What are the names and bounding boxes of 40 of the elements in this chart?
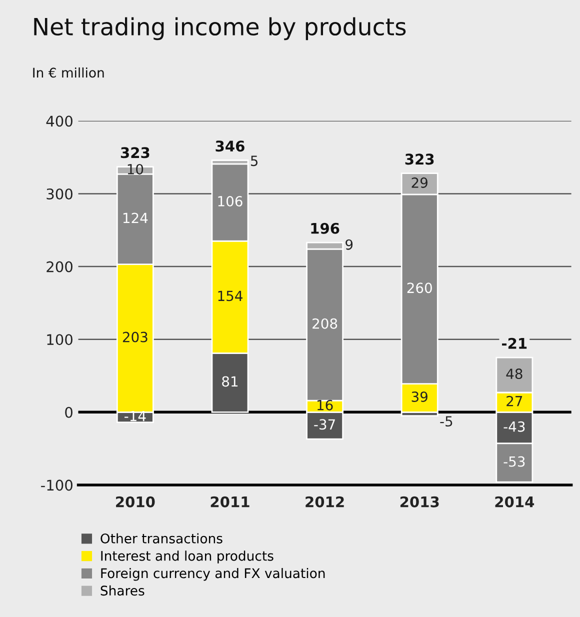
data-label: -53 xyxy=(504,456,525,467)
y-tick-label: 0 xyxy=(65,406,72,418)
legend-label: Interest and loan products xyxy=(101,550,274,564)
y-tick-label: 200 xyxy=(46,261,72,272)
x-tick-label: 2012 xyxy=(306,496,344,508)
total-label: 323 xyxy=(405,154,434,165)
total-label: 323 xyxy=(120,147,150,158)
chart-subtitle: In € million xyxy=(33,67,104,78)
data-label: 39 xyxy=(412,391,428,402)
y-tick-label: 300 xyxy=(46,188,72,200)
x-tick-label: 2011 xyxy=(210,496,250,508)
x-tick-label: 2010 xyxy=(116,496,155,508)
legend-label: Foreign currency and FX valuation xyxy=(101,568,325,581)
data-label: 260 xyxy=(407,282,432,294)
total-label: 346 xyxy=(216,140,244,152)
data-label: 81 xyxy=(222,376,238,387)
chart-title: Net trading income by products xyxy=(34,17,406,40)
data-label: 16 xyxy=(317,400,333,410)
data-label: 208 xyxy=(312,318,338,329)
data-label: 106 xyxy=(218,196,242,207)
data-label: -43 xyxy=(504,421,525,432)
y-tick-label: 400 xyxy=(46,116,72,127)
x-tick-label: 2013 xyxy=(400,496,439,508)
data-label: 29 xyxy=(412,177,428,188)
data-label: 5 xyxy=(250,156,258,166)
x-tick-label: 2014 xyxy=(495,496,534,508)
data-label: 203 xyxy=(122,332,148,342)
y-tick-label: -100 xyxy=(41,480,72,491)
data-label: -5 xyxy=(440,416,452,427)
data-label: 9 xyxy=(346,239,353,250)
y-tick-label: 100 xyxy=(47,334,72,346)
legend-label: Other transactions xyxy=(100,533,222,544)
total-label: -21 xyxy=(502,338,527,349)
legend-label: Shares xyxy=(100,585,144,596)
data-label: 48 xyxy=(506,368,522,380)
total-label: 196 xyxy=(311,222,340,234)
data-label: -37 xyxy=(314,419,335,430)
data-label: 124 xyxy=(123,212,148,224)
data-label: 27 xyxy=(506,396,522,406)
data-label: 154 xyxy=(218,290,242,302)
